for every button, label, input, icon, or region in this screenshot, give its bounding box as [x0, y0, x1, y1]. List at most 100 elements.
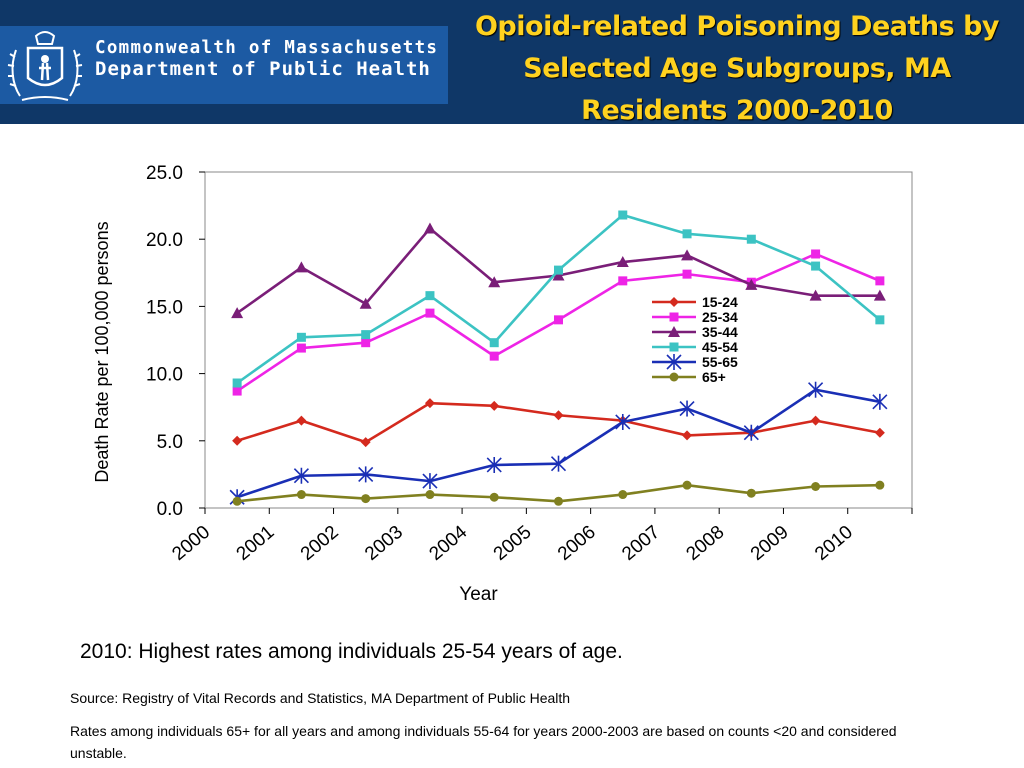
square-marker: [361, 330, 371, 340]
data-point: [359, 297, 372, 309]
circle-marker: [425, 490, 435, 500]
data-point: [232, 496, 242, 506]
square-marker: [682, 229, 692, 239]
data-point: [618, 490, 628, 500]
data-point: [488, 276, 501, 288]
data-point: [554, 496, 563, 506]
data-point: [682, 229, 692, 239]
square-marker: [618, 210, 628, 220]
diamond-marker: [810, 415, 821, 426]
department-logo: Commonwealth of Massachusetts Department…: [0, 26, 448, 104]
data-point: [875, 315, 885, 325]
data-point: [679, 400, 695, 417]
data-point: [361, 330, 371, 340]
square-marker: [554, 265, 563, 275]
x-axis-title: Year: [459, 584, 498, 605]
y-tick-label: 5.0: [157, 432, 183, 453]
data-point: [618, 210, 628, 220]
circle-marker: [669, 372, 679, 382]
data-point: [682, 269, 692, 279]
footnote: Rates among individuals 65+ for all year…: [70, 723, 897, 761]
square-marker: [811, 261, 821, 271]
data-point: [489, 351, 499, 361]
square-marker: [682, 269, 692, 279]
x-tick-label: 2000: [168, 522, 214, 565]
data-point: [811, 481, 821, 491]
x-tick-label: 2003: [361, 522, 407, 565]
data-point: [811, 249, 821, 259]
square-marker: [489, 338, 499, 348]
legend-marker: [669, 312, 679, 322]
triangle-marker: [668, 326, 680, 337]
square-marker: [489, 351, 499, 361]
y-tick-label: 0.0: [157, 499, 183, 520]
diamond-marker: [232, 435, 243, 446]
data-point: [811, 261, 821, 271]
legend-label: 45-54: [702, 339, 738, 355]
x-tick-label: 2009: [747, 522, 793, 565]
circle-marker: [361, 494, 371, 504]
triangle-marker: [295, 261, 308, 273]
line-chart: 0.0 5.0 10.0 15.0 20.0 25.0 2000 2001 2002 2003 20…: [92, 163, 913, 605]
data-point: [361, 494, 371, 504]
triangle-marker: [231, 307, 244, 319]
data-point: [875, 480, 885, 490]
diamond-marker: [489, 400, 500, 411]
data-point: [232, 378, 242, 388]
triangle-marker: [552, 269, 565, 281]
x-tick-label: 2007: [618, 522, 664, 565]
circle-marker: [489, 492, 499, 502]
data-point: [875, 276, 885, 286]
data-point: [296, 415, 307, 426]
legend-marker: [666, 354, 682, 370]
x-tick-label: 2004: [425, 521, 471, 565]
diamond-marker: [360, 437, 371, 448]
y-tick-label: 25.0: [146, 163, 183, 184]
square-marker: [232, 386, 242, 396]
circle-marker: [232, 496, 242, 506]
series-65+: [232, 480, 885, 506]
square-marker: [811, 249, 821, 259]
diamond-marker: [296, 415, 307, 426]
slide-title: Opioid-related Poisoning Deaths by Selec…: [474, 11, 1000, 126]
header: Commonwealth of Massachusetts Department…: [0, 0, 1024, 128]
square-marker: [296, 343, 306, 353]
data-point: [552, 269, 565, 281]
data-point: [296, 343, 306, 353]
org-name-line1: Commonwealth of Massachusetts: [95, 38, 439, 58]
circle-marker: [554, 496, 563, 506]
square-marker: [669, 312, 679, 322]
square-marker: [746, 234, 756, 244]
data-point: [489, 400, 500, 411]
square-marker: [425, 291, 435, 301]
data-point: [810, 415, 821, 426]
data-point: [361, 338, 371, 348]
data-point: [554, 315, 563, 325]
y-tick-label: 15.0: [146, 297, 183, 318]
data-point: [743, 424, 759, 441]
data-point: [489, 492, 499, 502]
series-25-34: [232, 249, 885, 396]
data-point: [360, 437, 371, 448]
square-marker: [425, 308, 435, 318]
headline-text: 2010: Highest rates among individuals 25…: [80, 640, 623, 663]
legend-marker: [669, 342, 679, 352]
data-point: [293, 467, 309, 484]
circle-marker: [682, 480, 692, 490]
data-point: [489, 338, 499, 348]
x-tick-label: 2002: [297, 522, 343, 565]
data-point: [231, 307, 244, 319]
data-point: [232, 435, 243, 446]
data-point: [873, 289, 886, 301]
data-point: [422, 473, 438, 490]
x-tick-label: 2005: [490, 522, 536, 565]
legend-marker: [668, 326, 680, 337]
square-marker: [669, 342, 679, 352]
circle-marker: [875, 480, 885, 490]
data-point: [425, 308, 435, 318]
x-tick-label: 2010: [811, 522, 857, 565]
square-marker: [232, 378, 242, 388]
circle-marker: [618, 490, 628, 500]
diamond-marker: [669, 297, 679, 307]
